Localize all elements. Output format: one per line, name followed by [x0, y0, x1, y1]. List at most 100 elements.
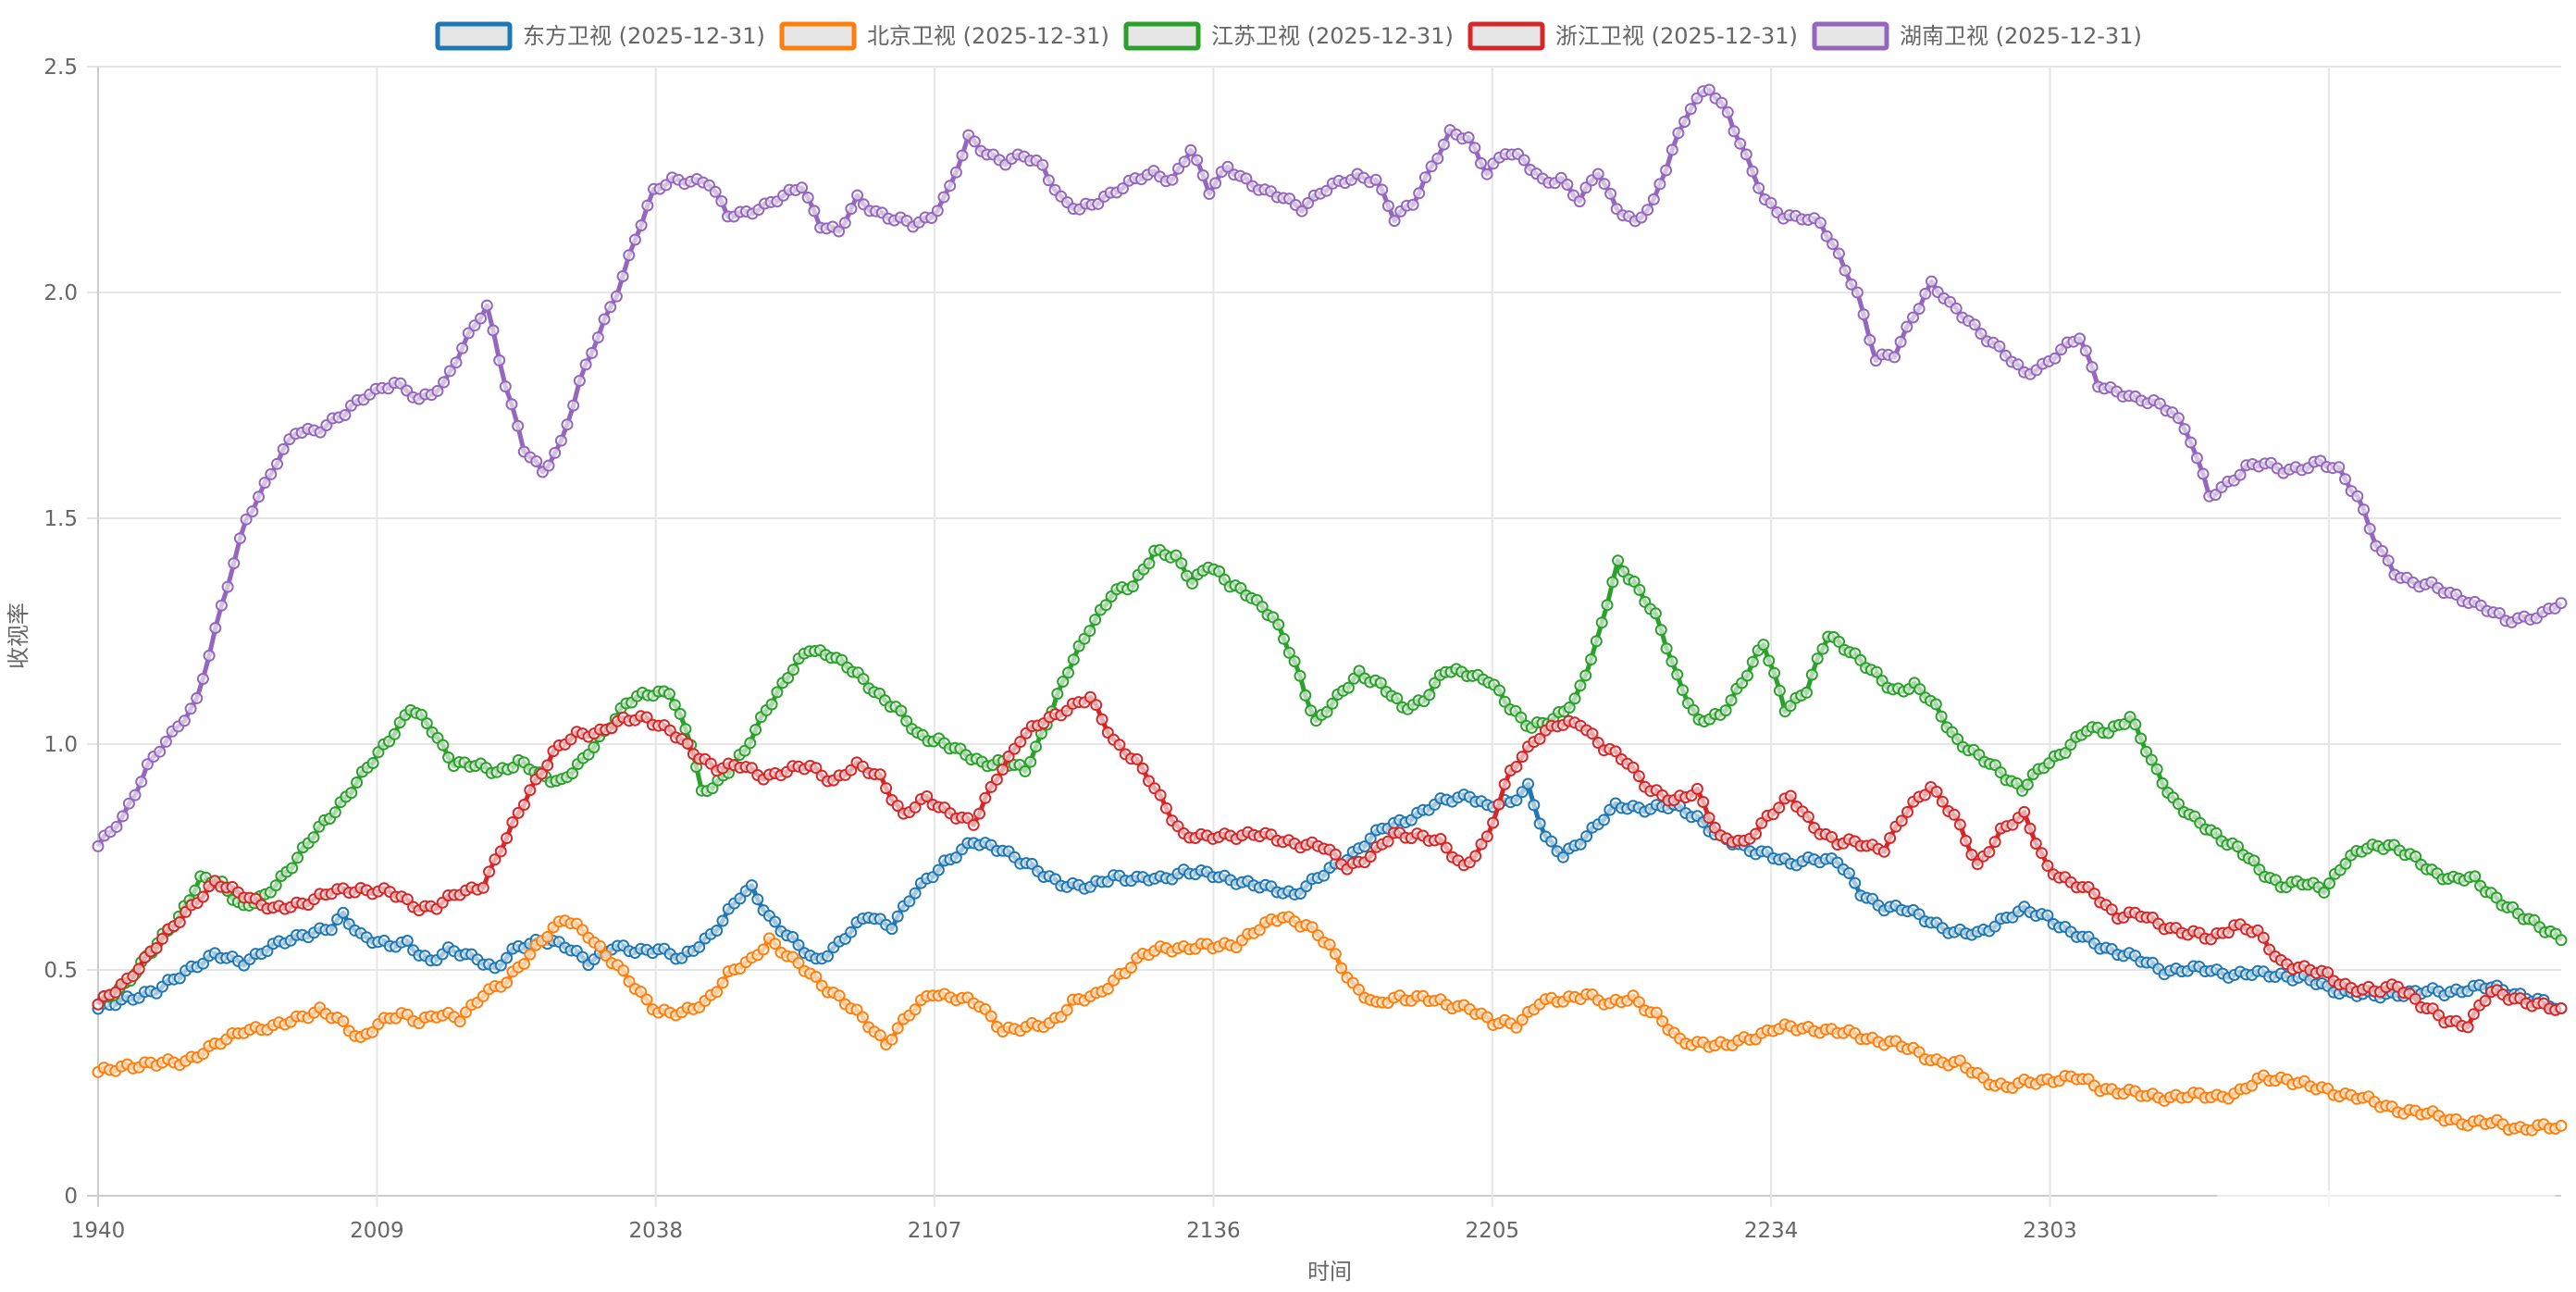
data-point[interactable]	[1666, 655, 1678, 668]
data-point[interactable]	[2178, 423, 2191, 436]
data-point[interactable]	[1851, 286, 1864, 299]
data-point[interactable]	[1545, 835, 1558, 848]
data-point[interactable]	[1604, 187, 1617, 200]
data-point[interactable]	[845, 764, 858, 776]
data-point[interactable]	[337, 906, 350, 919]
data-point[interactable]	[573, 375, 586, 387]
data-point[interactable]	[1573, 195, 1586, 208]
data-point[interactable]	[1159, 801, 1172, 814]
data-point[interactable]	[1601, 599, 1614, 612]
data-point[interactable]	[706, 782, 719, 795]
data-point[interactable]	[909, 1003, 922, 1016]
data-point[interactable]	[2351, 490, 2364, 503]
data-point[interactable]	[838, 217, 851, 230]
data-point[interactable]	[1318, 869, 1331, 882]
data-point[interactable]	[1067, 653, 1080, 666]
data-point[interactable]	[456, 342, 469, 354]
data-point[interactable]	[1062, 666, 1074, 679]
data-point[interactable]	[2021, 778, 2034, 791]
data-point[interactable]	[1574, 838, 1587, 851]
data-point[interactable]	[271, 457, 283, 470]
data-point[interactable]	[909, 801, 922, 814]
data-point[interactable]	[1784, 700, 1797, 713]
data-point[interactable]	[1951, 733, 1964, 746]
data-point[interactable]	[1708, 821, 1721, 834]
data-point[interactable]	[1715, 96, 1728, 109]
data-point[interactable]	[501, 976, 514, 989]
data-point[interactable]	[518, 958, 530, 970]
data-point[interactable]	[2074, 332, 2087, 345]
data-point[interactable]	[505, 398, 518, 411]
data-point[interactable]	[716, 914, 729, 927]
data-point[interactable]	[246, 505, 259, 518]
data-point[interactable]	[1773, 684, 1786, 697]
data-point[interactable]	[221, 580, 234, 593]
data-point[interactable]	[480, 299, 493, 312]
data-point[interactable]	[438, 376, 451, 389]
data-point[interactable]	[1381, 835, 1394, 848]
data-point[interactable]	[1740, 669, 1753, 682]
data-point[interactable]	[808, 205, 821, 217]
data-point[interactable]	[159, 735, 172, 748]
data-point[interactable]	[769, 938, 782, 950]
data-point[interactable]	[2129, 718, 2142, 731]
data-point[interactable]	[801, 192, 814, 204]
data-point[interactable]	[1101, 983, 1114, 995]
data-point[interactable]	[535, 767, 548, 780]
data-point[interactable]	[1802, 811, 1814, 824]
data-point[interactable]	[372, 746, 385, 759]
data-point[interactable]	[1678, 116, 1691, 128]
data-point[interactable]	[1084, 690, 1096, 703]
data-point[interactable]	[1358, 840, 1371, 853]
data-point[interactable]	[431, 384, 444, 397]
data-point[interactable]	[2086, 361, 2099, 374]
data-point[interactable]	[1515, 711, 1528, 724]
data-point[interactable]	[265, 467, 278, 480]
data-point[interactable]	[1299, 689, 1312, 702]
data-point[interactable]	[2041, 909, 2054, 922]
data-point[interactable]	[512, 806, 525, 819]
data-point[interactable]	[1154, 789, 1167, 801]
legend-label[interactable]: 江苏卫视 (2025-12-31)	[1211, 23, 1454, 49]
data-point[interactable]	[1429, 677, 1442, 689]
data-point[interactable]	[1240, 172, 1253, 185]
data-point[interactable]	[1901, 320, 1913, 333]
data-point[interactable]	[1647, 193, 1660, 205]
data-point[interactable]	[542, 459, 555, 472]
data-point[interactable]	[822, 950, 834, 963]
data-point[interactable]	[541, 759, 554, 772]
data-point[interactable]	[937, 191, 950, 204]
data-point[interactable]	[1406, 198, 1419, 211]
data-point[interactable]	[1170, 549, 1183, 562]
data-point[interactable]	[640, 993, 653, 1006]
data-point[interactable]	[1649, 607, 1662, 620]
data-point[interactable]	[191, 691, 204, 704]
data-point[interactable]	[173, 972, 186, 985]
data-point[interactable]	[1113, 739, 1126, 752]
data-point[interactable]	[2185, 436, 2198, 449]
data-point[interactable]	[1936, 795, 1949, 808]
data-point[interactable]	[518, 799, 530, 811]
data-point[interactable]	[1950, 302, 1963, 315]
data-point[interactable]	[1586, 727, 1599, 740]
data-point[interactable]	[1579, 669, 1592, 682]
data-point[interactable]	[891, 910, 904, 923]
data-point[interactable]	[2059, 747, 2072, 760]
data-point[interactable]	[711, 925, 724, 937]
legend[interactable]: 东方卫视 (2025-12-31) 北京卫视 (2025-12-31) 江苏卫视 (…	[435, 21, 2142, 51]
data-point[interactable]	[610, 290, 623, 303]
data-point[interactable]	[1721, 106, 1734, 118]
data-point[interactable]	[1042, 174, 1055, 187]
data-point[interactable]	[2012, 358, 2025, 371]
data-point[interactable]	[900, 714, 913, 727]
data-point[interactable]	[1728, 125, 1740, 138]
data-point[interactable]	[579, 358, 592, 371]
data-point[interactable]	[2232, 840, 2244, 853]
data-point[interactable]	[1746, 165, 1759, 178]
data-point[interactable]	[2467, 1008, 2480, 1021]
data-point[interactable]	[833, 989, 846, 1002]
data-point[interactable]	[2257, 931, 2270, 944]
data-point[interactable]	[2210, 826, 2223, 839]
data-point[interactable]	[1440, 841, 1453, 854]
data-point[interactable]	[765, 698, 778, 711]
